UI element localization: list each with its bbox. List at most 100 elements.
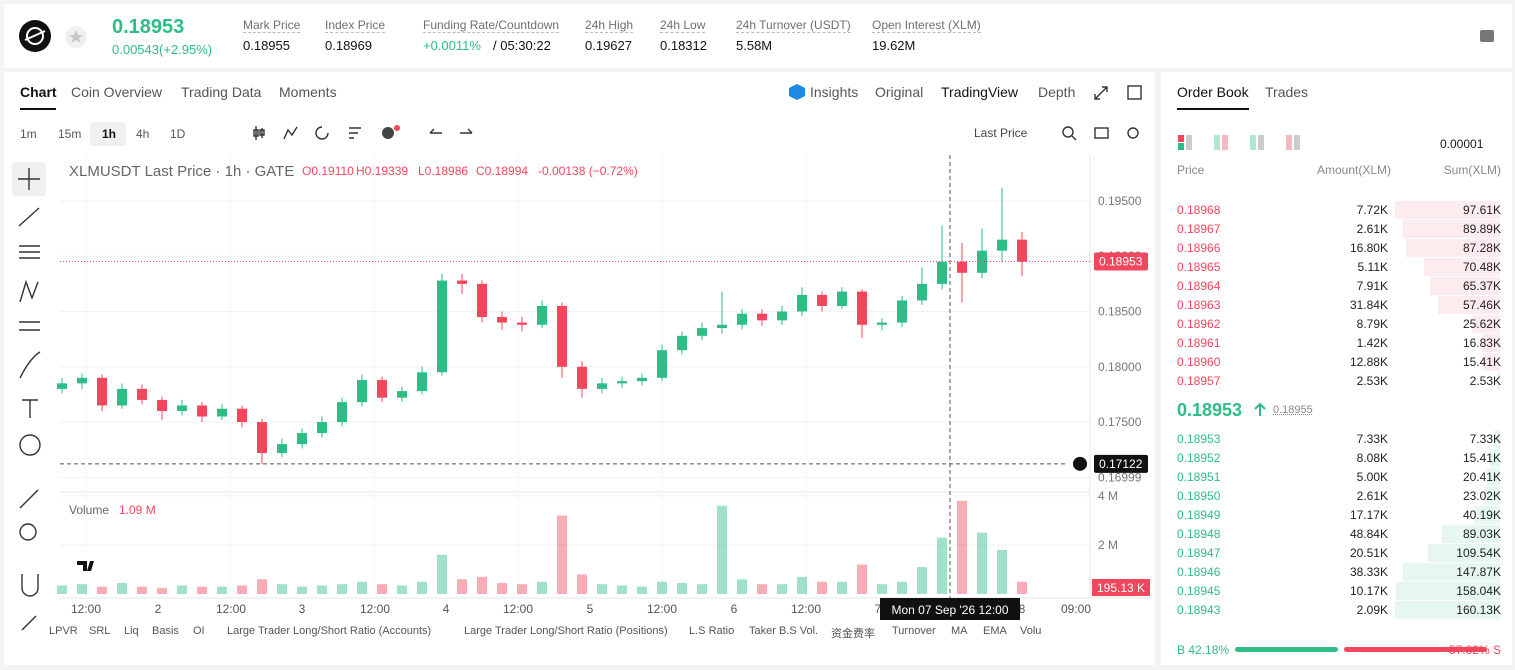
book-price[interactable]: 0.18951: [1177, 470, 1221, 484]
book-price[interactable]: 0.18952: [1177, 451, 1221, 465]
book-price[interactable]: 0.18968: [1177, 203, 1221, 217]
depth-bar: [1395, 201, 1500, 219]
stat-value: / 05:30:22: [493, 38, 551, 53]
book-sum: 2.53K: [1469, 374, 1501, 388]
book-price[interactable]: 0.18953: [1177, 432, 1221, 446]
favorite-star[interactable]: [64, 25, 88, 49]
book-price[interactable]: 0.18962: [1177, 317, 1221, 331]
interval[interactable]: 1m: [20, 127, 37, 141]
book-price[interactable]: 0.18960: [1177, 355, 1221, 369]
volume-tick-label: 2 M: [1098, 538, 1118, 552]
volume-bar: [477, 576, 487, 594]
candle-body: [377, 380, 387, 398]
volume-bar: [77, 584, 87, 594]
book-price[interactable]: 0.18966: [1177, 241, 1221, 255]
candle-body: [577, 366, 587, 389]
indicator[interactable]: Basis: [152, 625, 179, 637]
volume-bar: [197, 586, 207, 594]
precision[interactable]: 0.00001: [1440, 137, 1484, 151]
indicator[interactable]: L.S Ratio: [689, 625, 735, 637]
tab[interactable]: Coin Overview: [71, 84, 163, 100]
book-price[interactable]: 0.18963: [1177, 298, 1221, 312]
volume-bar: [497, 582, 507, 594]
book-view-icons[interactable]: [1176, 134, 1306, 152]
candle-body: [217, 408, 227, 417]
chart-toolbar-icons[interactable]: [250, 124, 480, 142]
book-price[interactable]: 0.18943: [1177, 603, 1221, 617]
book-price[interactable]: 0.18965: [1177, 260, 1221, 274]
volume-bar: [537, 581, 547, 594]
book-tab[interactable]: Order Book: [1177, 84, 1249, 100]
stat-label: 24h High: [585, 18, 634, 33]
price-type[interactable]: Last Price: [974, 126, 1028, 140]
book-price[interactable]: 0.18945: [1177, 584, 1221, 598]
depth-bar: [1486, 468, 1500, 486]
volume-bar: [977, 532, 987, 594]
candle-body: [257, 422, 267, 453]
book-price[interactable]: 0.18957: [1177, 374, 1221, 388]
view-tab[interactable]: Insights: [810, 84, 859, 100]
ohlc-value: -0.00138 (−0.72%): [538, 164, 638, 178]
candle-body: [697, 328, 707, 336]
indicator[interactable]: LPVR: [49, 625, 78, 637]
book-sum: 89.89K: [1462, 222, 1501, 236]
candle-body: [737, 313, 747, 325]
book-amount: 12.88K: [1349, 355, 1388, 369]
indicator[interactable]: OI: [193, 625, 205, 637]
volume-bar: [857, 564, 867, 594]
candle-body: [817, 294, 827, 306]
chart-tools[interactable]: [1060, 124, 1144, 142]
book-tab[interactable]: Trades: [1265, 84, 1309, 100]
tab[interactable]: Moments: [279, 84, 337, 100]
layout-icon[interactable]: [1479, 28, 1497, 44]
view-tab[interactable]: TradingView: [941, 84, 1019, 100]
indicator[interactable]: Large Trader Long/Short Ratio (Positions…: [464, 625, 668, 637]
x-tick-label: 2: [155, 602, 162, 616]
volume-bar: [57, 585, 67, 594]
candle-body: [677, 335, 687, 351]
indicator[interactable]: Volu: [1020, 625, 1042, 637]
indicator[interactable]: Large Trader Long/Short Ratio (Accounts): [227, 625, 432, 637]
tab[interactable]: Trading Data: [181, 84, 262, 100]
book-price[interactable]: 0.18949: [1177, 508, 1221, 522]
volume-bar: [897, 581, 907, 594]
indicator[interactable]: 资金费率: [831, 628, 875, 640]
interval[interactable]: 1D: [170, 127, 186, 141]
x-tick-label: 3: [299, 602, 306, 616]
book-price[interactable]: 0.18947: [1177, 546, 1221, 560]
book-price[interactable]: 0.18961: [1177, 336, 1221, 350]
indicator[interactable]: Taker B.S Vol.: [749, 625, 819, 637]
depth-bar: [1403, 563, 1500, 581]
interval[interactable]: 4h: [136, 127, 150, 141]
window-icons[interactable]: [1094, 85, 1144, 101]
candle-body: [517, 322, 527, 325]
drawing-toolbar[interactable]: [10, 160, 50, 640]
x-tick-label: 12:00: [503, 602, 533, 616]
volume-bar: [817, 581, 827, 594]
candle-body: [497, 317, 507, 323]
volume-bar: [697, 584, 707, 594]
column-header: Price: [1177, 163, 1205, 177]
indicator[interactable]: SRL: [89, 625, 111, 637]
book-price[interactable]: 0.18964: [1177, 279, 1221, 293]
indicator[interactable]: MA: [951, 625, 968, 637]
indicator[interactable]: Turnover: [892, 625, 936, 637]
volume-bar: [937, 537, 947, 594]
candle-body: [657, 350, 667, 378]
view-tab[interactable]: Depth: [1038, 84, 1076, 100]
indicator[interactable]: EMA: [983, 625, 1007, 637]
interval[interactable]: 15m: [58, 127, 82, 141]
tab[interactable]: Chart: [20, 84, 57, 100]
depth-bar: [1406, 239, 1500, 257]
book-sum: 70.48K: [1462, 260, 1501, 274]
book-price[interactable]: 0.18946: [1177, 565, 1221, 579]
indicator[interactable]: Liq: [124, 625, 139, 637]
candle-body: [137, 388, 147, 400]
volume-bar: [237, 585, 247, 594]
volume-bar: [357, 581, 367, 594]
book-price[interactable]: 0.18948: [1177, 527, 1221, 541]
book-price[interactable]: 0.18967: [1177, 222, 1221, 236]
view-tab[interactable]: Original: [875, 84, 924, 100]
book-price[interactable]: 0.18950: [1177, 489, 1221, 503]
interval[interactable]: 1h: [102, 127, 117, 141]
